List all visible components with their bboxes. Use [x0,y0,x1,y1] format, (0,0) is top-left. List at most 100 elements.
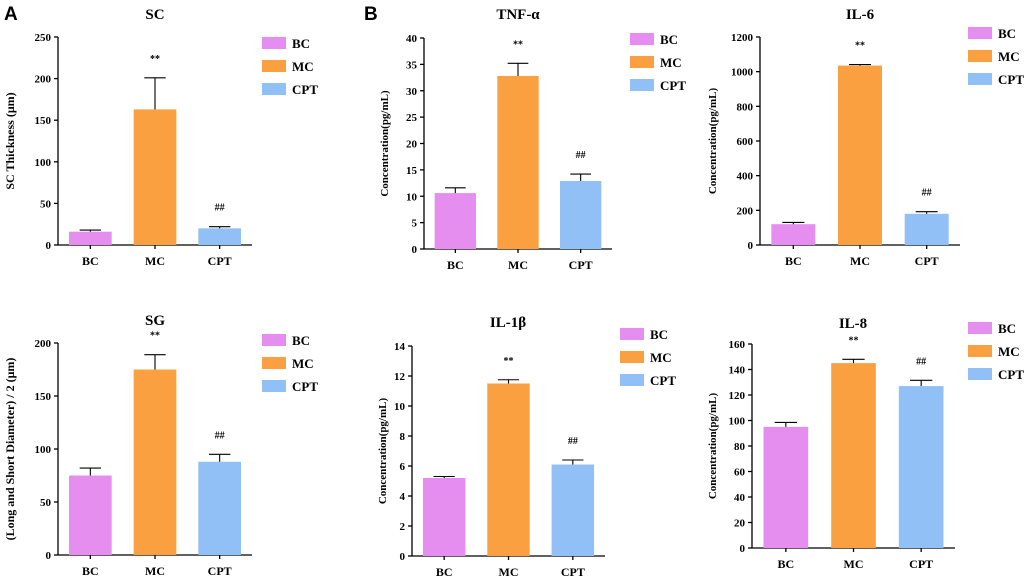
significance-marker: ## [568,436,578,447]
x-tick-label: CPT [561,565,585,577]
significance-marker: ** [513,39,523,50]
x-tick-label: MC [145,564,165,577]
chart-title: IL-6 [846,7,875,23]
legend-label: CPT [650,373,676,388]
x-tick-label: MC [508,258,528,272]
bar-mc [497,75,539,249]
chart-il6: IL-6 Concentration(pg/mL) 0 200 400 600 800 100… [707,7,1024,268]
y-tick-label: 50 [40,497,52,509]
legend-label: BC [660,32,678,47]
legend-label: CPT [660,78,686,93]
legend-label: BC [292,333,310,348]
y-tick-label: 0 [46,550,52,562]
legend-label: BC [998,26,1016,41]
bar-mc [838,65,882,245]
significance-marker: ** [150,54,160,65]
legend-label: BC [998,321,1016,336]
significance-marker: ## [576,150,586,161]
x-tick-label: CPT [915,254,939,268]
significance-marker: ** [504,356,514,367]
chart-title: IL-8 [839,316,867,332]
y-tick-label: 25 [406,112,418,124]
legend-swatch-cpt [262,83,286,95]
legend-swatch-mc [630,56,654,68]
legend-swatch-mc [262,60,286,72]
y-tick-label: 50 [40,198,52,210]
x-tick-label: MC [145,254,165,268]
x-tick-label: CPT [909,557,933,571]
x-tick-label: BC [447,258,464,272]
legend-swatch-bc [968,322,992,334]
y-tick-label: 150 [35,391,52,403]
y-tick-label: 100 [35,444,52,456]
y-tick-label: 0 [412,244,418,256]
legend-label: CPT [292,82,318,97]
bar-mc [831,363,876,548]
y-tick-label: 200 [35,74,52,86]
chart-sg: SG (Long and Short Diameter) / 2 (μm) 0 50 1… [3,313,318,577]
legend-label: MC [998,344,1020,359]
bar-bc [68,231,112,245]
legend-swatch-cpt [630,79,654,91]
y-tick-label: 15 [406,165,418,177]
y-axis-label: Concentration(pg/mL) [707,88,719,195]
bar-bc [771,224,816,245]
legend-label: CPT [292,379,318,394]
y-tick-label: 0 [740,543,746,555]
legend-swatch-bc [968,27,992,39]
y-axis-label: SC Thickness (μm) [3,92,17,189]
y-tick-label: 10 [406,191,418,203]
legend-label: BC [650,327,668,342]
y-tick-label: 1000 [731,67,754,79]
x-tick-label: BC [777,557,794,571]
bar-cpt [904,213,949,245]
y-tick-label: 100 [35,157,52,169]
x-tick-label: BC [82,564,99,577]
y-tick-label: 0 [400,551,406,563]
y-tick-label: 40 [734,492,746,504]
y-tick-label: 200 [35,338,52,350]
y-tick-label: 60 [734,467,746,479]
bar-cpt [198,461,242,555]
bar-cpt [898,386,944,548]
y-tick-label: 100 [729,416,746,428]
y-tick-label: 600 [737,136,754,148]
bar-mc [133,369,177,555]
y-axis-label: Concentration(pg/mL) [707,393,719,500]
y-tick-label: 800 [737,101,754,113]
x-tick-label: BC [785,254,802,268]
y-tick-label: 2 [400,521,406,533]
chart-il1b: IL-1β Concentration(pg/mL) 0 2 4 6 8 10 12 14 BC **… [377,315,676,577]
legend-label: MC [292,356,314,371]
legend-swatch-mc [968,345,992,357]
panel-label-b: B [364,4,378,25]
bar-bc [763,426,809,548]
legend-label: MC [998,49,1020,64]
bar-bc [422,478,466,556]
y-axis-label: Concentration(pg/mL) [377,398,389,505]
y-tick-label: 120 [729,390,746,402]
bar-cpt [559,180,602,249]
bar-cpt [198,228,242,245]
legend-swatch-bc [620,328,644,340]
bar-mc [487,383,530,556]
y-tick-label: 10 [394,401,406,413]
y-tick-label: 6 [400,461,406,473]
y-tick-label: 30 [406,86,418,98]
y-tick-label: 250 [35,32,52,44]
significance-marker: ** [855,41,865,52]
x-tick-label: CPT [208,254,232,268]
y-tick-label: 1200 [731,32,754,44]
y-tick-label: 8 [400,431,406,443]
legend-swatch-mc [262,357,286,369]
y-tick-label: 4 [400,491,406,503]
legend-label: CPT [998,72,1024,87]
bar-bc [434,193,477,249]
legend-label: CPT [998,367,1024,382]
legend-swatch-cpt [968,368,992,380]
significance-marker: ** [150,331,160,342]
y-tick-label: 0 [748,240,754,252]
legend-label: MC [660,55,682,70]
y-tick-label: 20 [734,518,746,530]
y-tick-label: 200 [737,205,754,217]
